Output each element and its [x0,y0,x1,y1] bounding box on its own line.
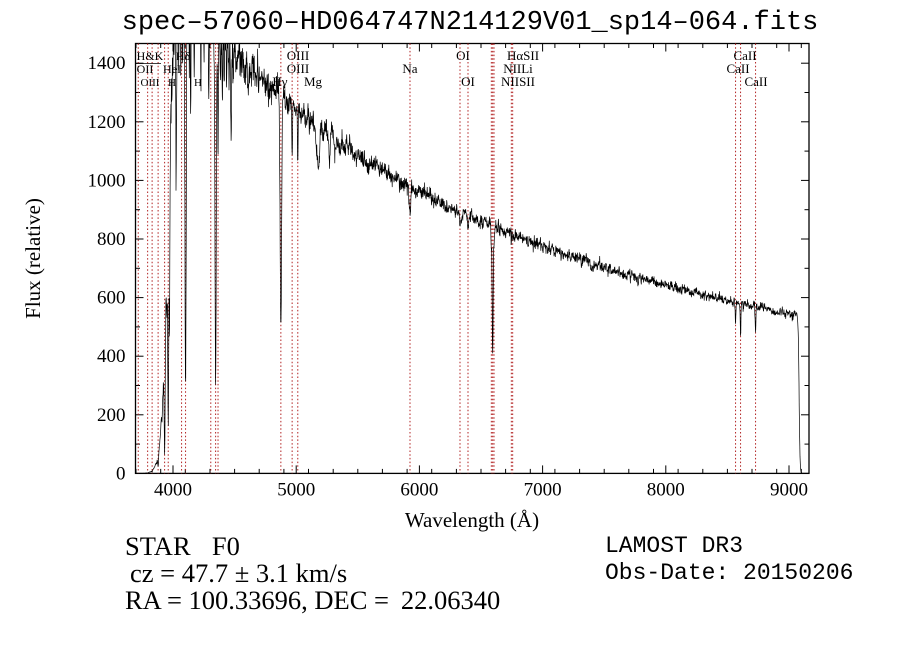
svg-text:400: 400 [97,346,126,367]
svg-text:OI: OI [456,48,470,63]
svg-text:OII: OII [137,62,154,76]
svg-text:Wavelength (Å): Wavelength (Å) [405,508,539,532]
svg-text:Mg: Mg [304,74,323,89]
svg-text:1200: 1200 [88,112,126,133]
svg-text:4000: 4000 [154,479,192,500]
svg-text:7000: 7000 [524,479,562,500]
svg-text:Flux (relative): Flux (relative) [21,198,45,319]
svg-text:H: H [168,77,176,89]
svg-text:0: 0 [116,463,126,484]
svg-text:Na: Na [402,61,417,76]
svg-text:9000: 9000 [770,479,808,500]
svg-text:HeI: HeI [163,62,181,76]
svg-text:600: 600 [97,288,126,309]
svg-text:NIISII: NIISII [501,74,535,89]
svg-text:CaII: CaII [744,74,767,89]
svg-text:Hδ: Hδ [176,49,191,63]
svg-text:8000: 8000 [647,479,685,500]
svg-text:Hγ: Hγ [272,74,287,89]
svg-text:1400: 1400 [88,53,126,74]
svg-text:5000: 5000 [277,479,315,500]
svg-text:800: 800 [97,229,126,250]
svg-text:OI: OI [461,74,475,89]
svg-text:6000: 6000 [400,479,438,500]
svg-text:H: H [194,77,202,89]
svg-text:200: 200 [97,405,126,426]
svg-text:1000: 1000 [88,170,126,191]
svg-text:H&K: H&K [137,49,164,63]
svg-text:OIII: OIII [141,77,160,89]
